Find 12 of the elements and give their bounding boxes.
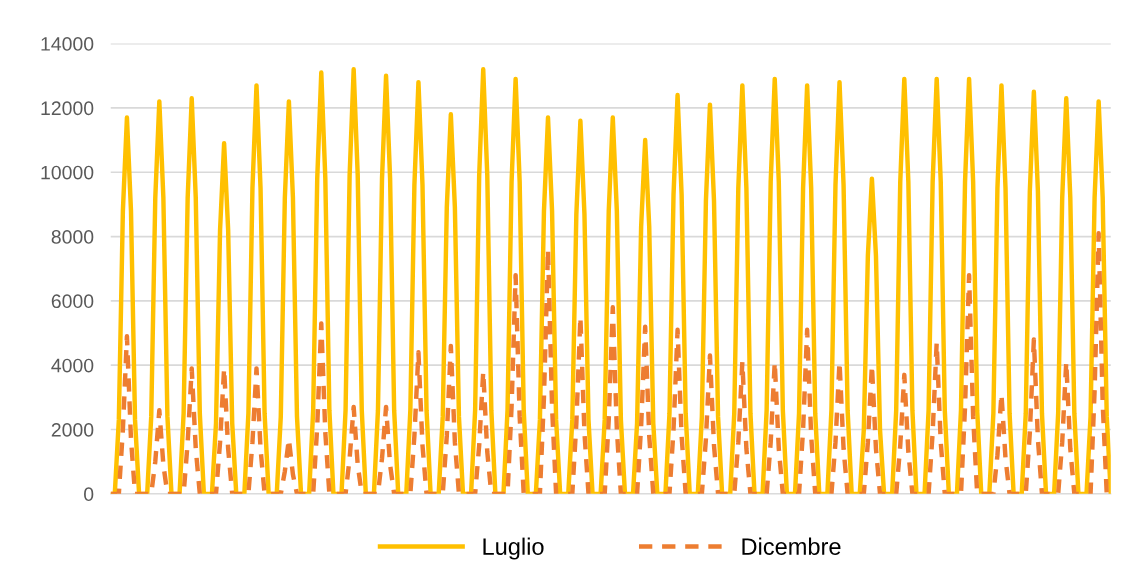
line-series [110,231,1111,494]
legend-label: Luglio [483,537,544,560]
y-tick-label: 14000 [41,37,94,51]
line-series [110,67,1111,494]
y-tick-label: 2000 [51,422,94,437]
y-tick-label: 4000 [51,358,94,373]
y-tick-label: 10000 [41,165,94,180]
y-tick-label: 0 [84,487,94,502]
y-tick-label: 6000 [51,294,94,309]
legend-label: Dicembre [742,537,841,555]
y-tick-label: 12000 [41,101,94,116]
y-tick-label: 8000 [51,230,94,244]
